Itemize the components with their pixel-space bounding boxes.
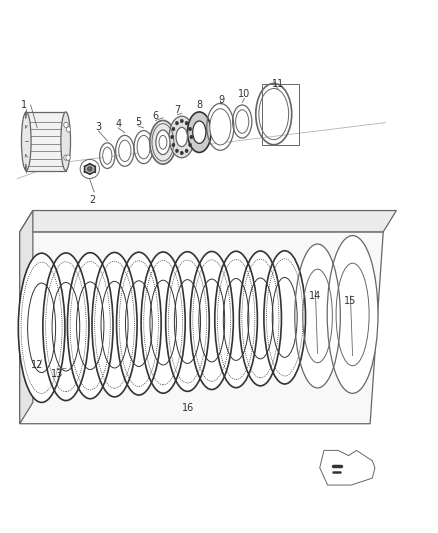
- Polygon shape: [85, 164, 95, 174]
- Bar: [26, 112, 66, 171]
- Ellipse shape: [102, 147, 112, 164]
- Ellipse shape: [180, 119, 183, 123]
- Ellipse shape: [61, 112, 71, 171]
- Ellipse shape: [119, 140, 131, 161]
- Ellipse shape: [327, 236, 378, 393]
- Ellipse shape: [150, 120, 176, 164]
- Ellipse shape: [295, 244, 340, 388]
- Text: 3: 3: [95, 122, 102, 132]
- Ellipse shape: [176, 127, 187, 147]
- Ellipse shape: [185, 149, 188, 152]
- Ellipse shape: [66, 127, 71, 132]
- Ellipse shape: [236, 110, 249, 133]
- Polygon shape: [20, 232, 383, 424]
- Ellipse shape: [117, 252, 161, 395]
- Ellipse shape: [190, 252, 233, 390]
- Ellipse shape: [189, 127, 192, 131]
- Ellipse shape: [92, 253, 137, 397]
- Ellipse shape: [169, 116, 194, 158]
- Polygon shape: [20, 211, 396, 232]
- Ellipse shape: [18, 253, 65, 402]
- Ellipse shape: [239, 251, 282, 386]
- Ellipse shape: [185, 122, 188, 125]
- Text: 14: 14: [309, 291, 321, 301]
- Ellipse shape: [264, 251, 305, 384]
- Text: 2: 2: [89, 195, 95, 205]
- Text: 16: 16: [182, 403, 194, 413]
- Ellipse shape: [166, 252, 209, 391]
- Polygon shape: [20, 211, 33, 424]
- Text: 1: 1: [21, 100, 27, 110]
- Ellipse shape: [88, 167, 92, 171]
- Text: 9: 9: [218, 95, 224, 105]
- Text: 6: 6: [152, 111, 159, 121]
- Ellipse shape: [172, 127, 175, 131]
- Ellipse shape: [215, 251, 258, 387]
- Bar: [262, 84, 299, 145]
- Text: 15: 15: [344, 296, 357, 306]
- Ellipse shape: [137, 135, 150, 159]
- Text: 4: 4: [115, 119, 121, 128]
- Ellipse shape: [172, 143, 175, 147]
- Ellipse shape: [64, 122, 68, 127]
- Ellipse shape: [175, 149, 178, 152]
- Ellipse shape: [170, 135, 173, 139]
- Ellipse shape: [43, 253, 89, 401]
- Ellipse shape: [175, 122, 178, 125]
- Text: 7: 7: [174, 106, 180, 115]
- Ellipse shape: [210, 109, 231, 145]
- Ellipse shape: [193, 121, 206, 143]
- Text: 11: 11: [272, 79, 284, 89]
- Ellipse shape: [67, 253, 113, 399]
- Text: 12: 12: [31, 360, 43, 370]
- Ellipse shape: [141, 252, 185, 393]
- Ellipse shape: [21, 112, 31, 171]
- Ellipse shape: [190, 135, 193, 139]
- Ellipse shape: [64, 155, 68, 160]
- Ellipse shape: [187, 112, 211, 152]
- Ellipse shape: [66, 155, 70, 160]
- Text: 5: 5: [135, 117, 141, 126]
- Text: 13: 13: [51, 369, 63, 379]
- Ellipse shape: [189, 143, 192, 147]
- Ellipse shape: [180, 151, 183, 155]
- Ellipse shape: [156, 130, 170, 155]
- Text: 8: 8: [196, 100, 202, 110]
- Text: 10: 10: [238, 90, 251, 99]
